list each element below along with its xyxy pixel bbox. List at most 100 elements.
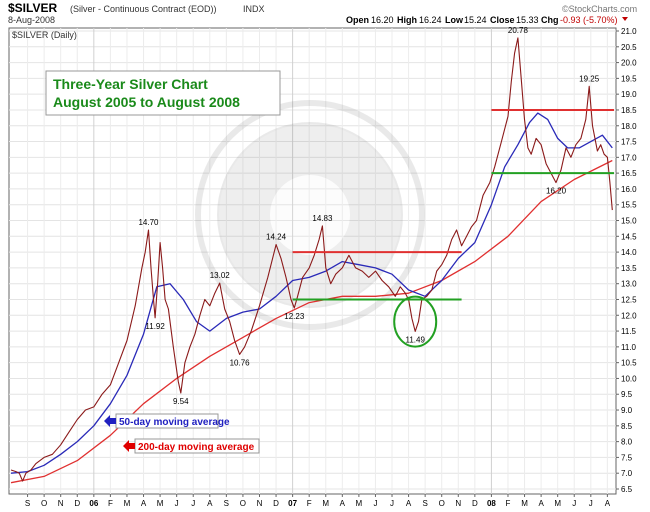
price-annotation: 14.83 bbox=[312, 214, 333, 223]
close-value: 15.33 bbox=[516, 15, 539, 25]
y-tick-label: 11.5 bbox=[621, 327, 637, 336]
low-value: 15.24 bbox=[464, 15, 487, 25]
price-annotation: 10.76 bbox=[230, 358, 251, 367]
price-annotation: 14.70 bbox=[138, 218, 159, 227]
high-label: High bbox=[397, 15, 417, 25]
x-tick-label: D bbox=[472, 499, 478, 508]
x-tick-label: A bbox=[207, 499, 213, 508]
low-label: Low bbox=[445, 15, 464, 25]
x-tick-label: A bbox=[406, 499, 412, 508]
y-tick-label: 15.0 bbox=[621, 217, 637, 226]
x-tick-label: F bbox=[307, 499, 312, 508]
chart-symbol: $SILVER bbox=[8, 1, 57, 15]
y-tick-label: 19.5 bbox=[621, 74, 637, 83]
title-box bbox=[45, 70, 281, 116]
ma50-line bbox=[10, 112, 613, 474]
x-tick-label: J bbox=[390, 499, 394, 508]
y-axis: 6.5 7.0 7.5 8.0 8.5 9.0 9.5 10.0 10.5 11.0 11.5 12.… bbox=[616, 27, 637, 494]
y-tick-label: 13.5 bbox=[621, 264, 637, 273]
legend-50day: 50-day moving average bbox=[104, 413, 230, 429]
y-tick-label: 14.5 bbox=[621, 232, 637, 241]
price-annotation: 9.54 bbox=[173, 397, 189, 406]
y-tick-label: 16.5 bbox=[621, 169, 637, 178]
quote-bar: Open 16.20 High 16.24 Low 15.24 Close 15… bbox=[346, 15, 628, 25]
x-tick-label: O bbox=[41, 499, 47, 508]
y-tick-label: 18.0 bbox=[621, 122, 637, 131]
legend-200day-arrow-icon bbox=[123, 440, 135, 452]
chart-instrument: (Silver - Continuous Contract (EOD)) bbox=[70, 4, 217, 14]
y-tick-label: 7.5 bbox=[621, 453, 633, 462]
x-tick-label: O bbox=[439, 499, 445, 508]
x-tick-label: J bbox=[589, 499, 593, 508]
x-tick-label: N bbox=[257, 499, 263, 508]
y-tick-label: 8.0 bbox=[621, 438, 633, 447]
series-label: $SILVER (Daily) bbox=[12, 30, 77, 40]
legend-50day-label: 50-day moving average bbox=[119, 417, 230, 428]
price-annotation: 13.02 bbox=[210, 271, 231, 280]
y-tick-label: 13.0 bbox=[621, 280, 637, 289]
y-tick-label: 10.5 bbox=[621, 359, 637, 368]
coin-outer-ring bbox=[195, 100, 425, 330]
x-tick-label: A bbox=[605, 499, 611, 508]
legend-200day: 200-day moving average bbox=[123, 438, 260, 454]
legend-200day-label: 200-day moving average bbox=[138, 442, 255, 453]
x-tick-label: A bbox=[340, 499, 346, 508]
open-label: Open bbox=[346, 15, 369, 25]
x-tick-label: S bbox=[25, 499, 30, 508]
price-annotation: 11.92 bbox=[145, 322, 165, 331]
y-tick-label: 16.0 bbox=[621, 185, 637, 194]
x-tick-label: A bbox=[538, 499, 544, 508]
x-tick-label: J bbox=[373, 499, 377, 508]
price-annotation: 19.25 bbox=[579, 74, 600, 83]
y-tick-label: 6.5 bbox=[621, 485, 633, 494]
y-tick-label: 20.0 bbox=[621, 59, 637, 68]
grid-lines bbox=[9, 28, 616, 494]
price-line bbox=[10, 37, 613, 482]
close-label: Close bbox=[490, 15, 515, 25]
y-tick-label: 15.5 bbox=[621, 201, 637, 210]
x-tick-label: D bbox=[74, 499, 80, 508]
coin-inner-ring bbox=[217, 122, 403, 308]
y-tick-label: 17.5 bbox=[621, 138, 637, 147]
x-axis: S O N D 06 F M A M J J A S O N D 07 F M A M J J A S O N D 08 F M A M J J A bbox=[25, 494, 611, 508]
y-tick-label: 11.0 bbox=[621, 343, 637, 352]
x-tick-label: F bbox=[506, 499, 511, 508]
price-annotations: 14.70 11.92 9.54 13.02 10.76 14.24 12.23 14.83 1… bbox=[138, 26, 599, 406]
x-tick-label: M bbox=[521, 499, 528, 508]
x-tick-label: A bbox=[141, 499, 147, 508]
price-annotation: 11.49 bbox=[405, 335, 425, 344]
y-tick-label: 9.0 bbox=[621, 406, 633, 415]
chart-date: 8-Aug-2008 bbox=[8, 15, 55, 25]
x-tick-label: N bbox=[455, 499, 461, 508]
x-tick-label: J bbox=[175, 499, 179, 508]
x-tick-label: S bbox=[422, 499, 427, 508]
x-tick-label: D bbox=[273, 499, 279, 508]
support-resistance-lines bbox=[292, 108, 614, 348]
y-tick-label: 19.0 bbox=[621, 90, 637, 99]
coin-center bbox=[270, 175, 350, 255]
x-tick-label: M bbox=[322, 499, 329, 508]
price-annotation: 14.24 bbox=[266, 233, 287, 242]
high-value: 16.24 bbox=[419, 15, 442, 25]
watermark-text: ©StockCharts.com bbox=[562, 4, 637, 14]
x-tick-label: 07 bbox=[288, 499, 297, 508]
chg-value: -0.93 (-5.70%) bbox=[560, 15, 618, 25]
x-tick-label: S bbox=[224, 499, 229, 508]
y-tick-label: 8.5 bbox=[621, 422, 633, 431]
x-tick-label: F bbox=[108, 499, 113, 508]
x-tick-label: J bbox=[572, 499, 576, 508]
legend-50day-arrow-icon bbox=[104, 415, 116, 427]
coin-watermark bbox=[195, 100, 425, 330]
y-tick-label: 7.0 bbox=[621, 469, 633, 478]
y-tick-label: 17.0 bbox=[621, 153, 637, 162]
y-tick-label: 10.0 bbox=[621, 374, 637, 383]
x-tick-label: M bbox=[157, 499, 164, 508]
x-tick-label: M bbox=[356, 499, 363, 508]
chart-exchange: INDX bbox=[243, 4, 265, 14]
x-tick-label: 06 bbox=[89, 499, 98, 508]
price-annotation: 12.23 bbox=[284, 312, 305, 321]
open-value: 16.20 bbox=[371, 15, 394, 25]
y-tick-label: 12.5 bbox=[621, 295, 637, 304]
x-tick-label: M bbox=[124, 499, 131, 508]
chg-label: Chg bbox=[541, 15, 559, 25]
